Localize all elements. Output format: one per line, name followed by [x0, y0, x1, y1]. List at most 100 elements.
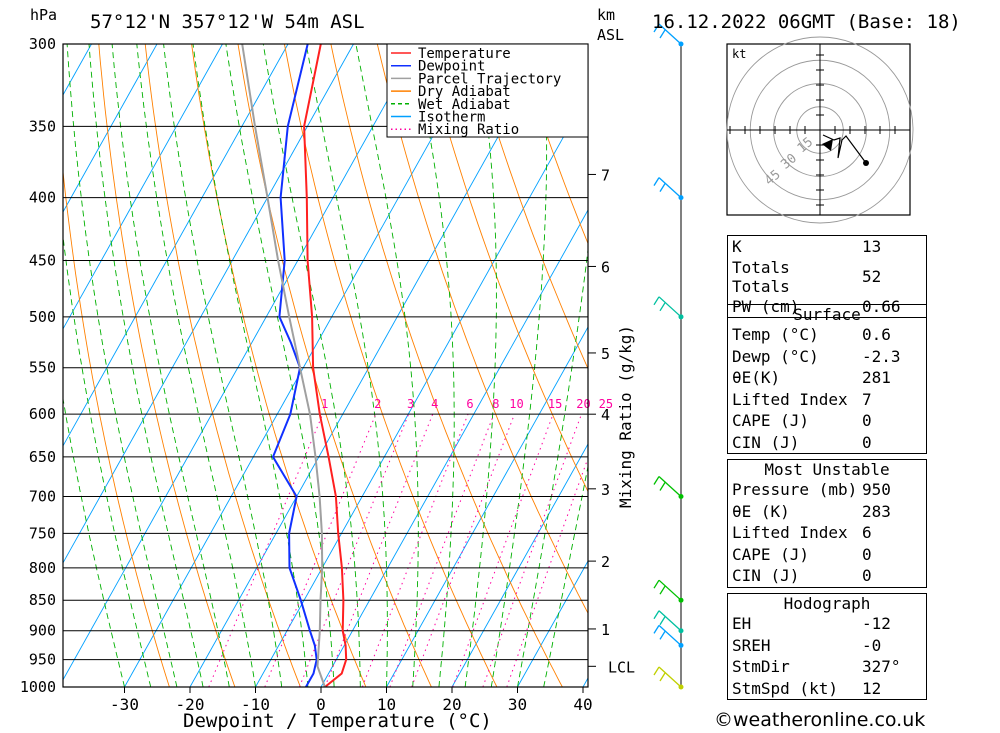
isotherm-line: [255, 92, 588, 687]
hodograph_indices-row: StmDir 327°: [728, 656, 926, 678]
hodograph_indices-label: StmDir: [732, 657, 790, 676]
km-tick-label: 3: [601, 481, 610, 499]
km-tick-label: 7: [601, 166, 610, 184]
hodograph-unit-label: kt: [732, 47, 746, 61]
km-tick-label: 5: [601, 345, 610, 363]
km-tick-label: 4: [601, 406, 610, 424]
x-tick-label: 0: [316, 695, 326, 714]
surface-value: -2.3: [862, 346, 901, 366]
km-tick-label: LCL: [608, 658, 635, 676]
wind-barb-feather: [653, 177, 660, 186]
km-tick-label: 6: [601, 258, 610, 276]
mixing-ratio-line: [506, 456, 588, 687]
surface-label: θE(K): [732, 368, 781, 387]
pressure-tick-label: 450: [29, 252, 56, 270]
dry-adiabat-line: [191, 44, 367, 687]
pressure-tick-label: 750: [29, 524, 56, 542]
pressure-tick-label: 600: [29, 405, 56, 423]
mixing-ratio-line: [324, 414, 434, 687]
mixing-ratio-line: [389, 414, 495, 687]
surface-label: Dewp (°C): [732, 346, 819, 366]
pressure-tick-label: 350: [29, 117, 56, 135]
wind-barb-feather: [653, 625, 660, 634]
footer-credit[interactable]: ©weatheronline.co.uk: [714, 709, 926, 731]
x-tick-label: -10: [241, 695, 270, 714]
wet-adiabat-line: [111, 44, 230, 687]
isotherm-line: [63, 44, 158, 213]
pressure-tick-label: 800: [29, 559, 56, 577]
pressure-tick-label: 500: [29, 308, 56, 326]
most_unstable-value: 283: [862, 501, 891, 521]
index-row: Totals Totals 52: [728, 258, 927, 296]
mixing-ratio-label: 1: [321, 397, 328, 411]
legend-box: [386, 43, 589, 138]
wind-barb-feather: [653, 579, 660, 589]
dry-adiabat-line: [376, 44, 588, 615]
hodograph_indices-value: -0: [862, 635, 882, 655]
dry-adiabat-line: [423, 44, 588, 493]
hodograph_indices-row: SREH -0: [728, 635, 926, 657]
hodograph-indices-title: Hodograph: [783, 594, 871, 613]
isotherm-line: [63, 44, 289, 447]
dry-adiabat-line: [981, 44, 1000, 687]
wind-barb-feather: [659, 302, 666, 312]
surface-value: 0.6: [862, 325, 891, 344]
mixing-ratio-label: 8: [492, 397, 499, 411]
surface-box: Surface Temp (°C) 0.6 Dewp (°C) -2.3 θE(K) 28…: [727, 304, 927, 454]
km-axis-label: km: [597, 6, 615, 24]
x-tick-label: 20: [442, 695, 461, 714]
hodograph_indices-value: 327°: [862, 657, 901, 676]
most_unstable-value: 950: [862, 480, 891, 499]
mixing-ratio-line: [208, 414, 324, 687]
index-label: K: [732, 237, 742, 257]
km-tick-label: 1: [601, 621, 610, 639]
mixing-ratio-label: 6: [466, 397, 473, 411]
hodograph_indices-row: StmSpd (kt) 12: [728, 678, 926, 700]
pressure-tick-label: 300: [29, 35, 56, 53]
most_unstable-value: 0: [862, 566, 872, 585]
wet-adiabat-line: [136, 44, 256, 687]
x-tick-label: 30: [508, 695, 527, 714]
mixing-ratio-label: 25: [599, 397, 613, 411]
wet-adiabat-line: [63, 233, 152, 687]
most_unstable-label: Lifted Index: [732, 523, 848, 542]
dry-adiabat-line: [98, 44, 236, 687]
index-value: 13: [862, 237, 882, 257]
most_unstable-row: Lifted Index 6: [728, 522, 926, 544]
hodograph_indices-label: SREH: [732, 635, 771, 655]
mixing-ratio-label: 15: [548, 397, 562, 411]
wet-adiabat-line: [163, 44, 283, 687]
wind-barb-feather: [653, 23, 660, 33]
x-axis-label: Dewpoint / Temperature (°C): [183, 710, 492, 732]
legend-label: Isotherm: [418, 110, 485, 126]
wind-barb-feather: [659, 585, 666, 595]
mixing-ratio-axis-label: Mixing Ratio (g/kg): [616, 325, 635, 508]
wind-barb-feather: [659, 183, 666, 192]
isotherm-line: [124, 44, 485, 687]
isotherm-line: [189, 44, 551, 687]
wind-barb-feather: [653, 666, 660, 676]
wind-barb: [658, 476, 682, 497]
most_unstable-label: CAPE (J): [732, 544, 810, 564]
pressure-tick-label: 850: [29, 591, 56, 609]
wet-adiabat-line: [464, 44, 497, 687]
isotherm-line: [63, 44, 354, 564]
surface-label: Temp (°C): [732, 325, 819, 344]
axes: -30 -20 -10 0 10 20 30 40 7 6 5 4 3 2 1 LCL: [62, 43, 635, 714]
wind-barb-feather: [659, 482, 666, 491]
wind-barb-feather: [653, 476, 660, 485]
wind-barb-feather: [653, 296, 660, 306]
mixing-ratio-label: 10: [509, 397, 523, 411]
legend-label: Temperature: [418, 46, 511, 62]
hodograph_indices-label: EH: [732, 614, 752, 633]
dry-adiabat-line: [934, 44, 1000, 687]
most_unstable-row: θE (K) 283: [728, 501, 926, 523]
dry-adiabat-line: [516, 44, 588, 245]
hodograph_indices-value: -12: [862, 614, 891, 633]
pressure-tick-label: 550: [29, 359, 56, 377]
hodograph_indices-label: StmSpd (kt): [732, 678, 838, 698]
x-tick-label: -30: [110, 695, 139, 714]
most_unstable-value: 0: [862, 544, 872, 564]
x-tick-label: 40: [573, 695, 592, 714]
